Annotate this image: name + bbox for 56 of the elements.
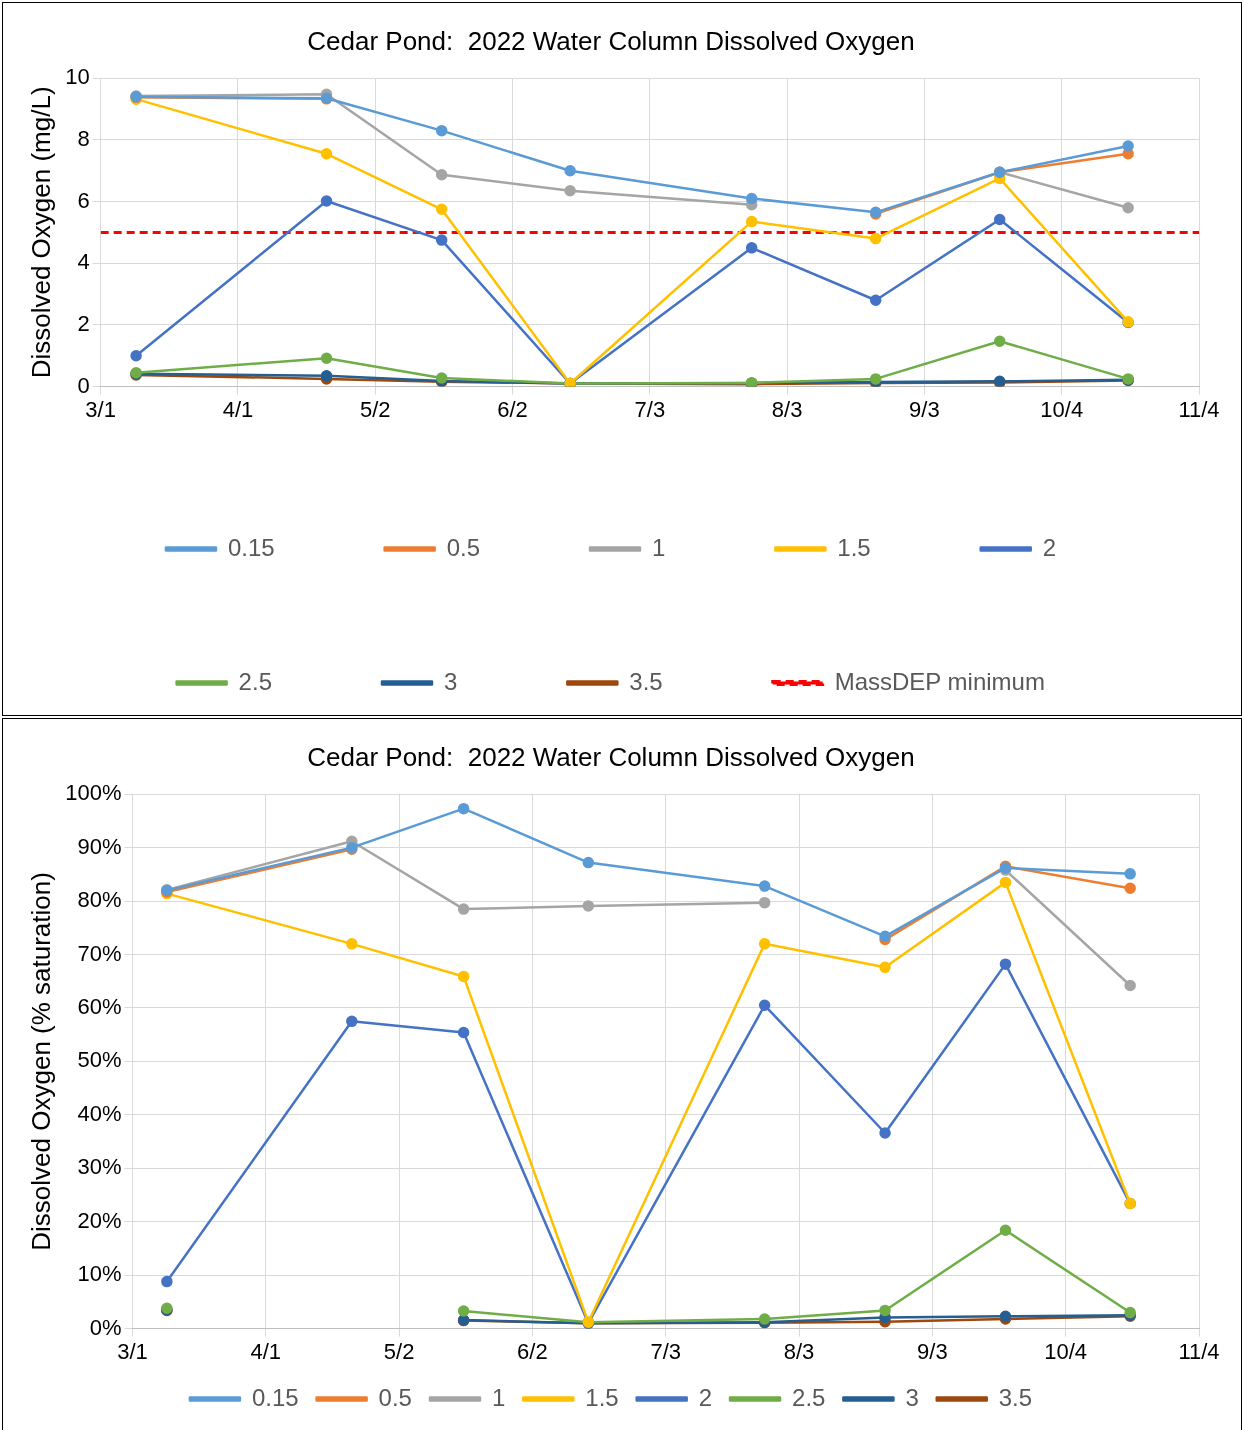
legend-label: 1 [652,533,666,561]
x-tick-label: 6/2 [497,396,528,422]
legend-label: 3.5 [629,667,663,695]
chart-title: Cedar Pond: 2022 Water Column Dissolved Oxygen [307,25,915,56]
legend-label: 1 [491,1383,506,1411]
legend-label: 1.5 [837,533,871,561]
x-tick-label: 6/2 [517,1338,548,1364]
x-tick-label: 11/4 [1178,1338,1220,1364]
x-tick-label: 7/3 [634,396,666,422]
y-tick-label: 80% [77,887,122,913]
y-tick-label: 8 [77,125,90,151]
y-tick-label: 60% [77,994,122,1020]
x-tick-label: 9/3 [917,1338,948,1364]
x-tick-label: 10/4 [1044,1338,1088,1364]
x-tick-label: 5/2 [383,1338,415,1364]
x-tick-label: 8/3 [783,1338,815,1364]
y-axis-title: Dissolved Oxygen (% saturation) [25,872,56,1251]
y-tick-label: 90% [77,833,122,859]
y-tick-label: 2 [77,310,90,336]
y-tick-label: 10 [65,64,90,90]
legend-label: 2 [698,1383,713,1411]
x-tick-label: 10/4 [1040,396,1084,422]
x-tick-label: 9/3 [909,396,940,422]
chart-title: Cedar Pond: 2022 Water Column Dissolved Oxygen [307,741,915,772]
y-tick-label: 100% [65,780,122,806]
x-tick-label: 11/4 [1178,396,1220,422]
y-tick-label: 6 [77,187,90,213]
legend-label: 2.5 [792,1383,826,1411]
y-tick-label: 0 [77,372,90,398]
y-tick-label: 40% [77,1100,122,1126]
y-tick-label: 0% [89,1314,122,1340]
legend-label: 0.5 [378,1383,412,1411]
y-tick-label: 20% [77,1207,122,1233]
x-tick-label: 3/1 [85,396,116,422]
legend-label: 0.15 [227,533,275,561]
legend-label: 0.15 [251,1383,299,1411]
y-tick-label: 70% [77,940,122,966]
y-tick-label: 10% [77,1261,122,1287]
x-tick-label: 7/3 [650,1338,682,1364]
y-tick-label: 50% [77,1047,122,1073]
legend-label: 3 [905,1383,919,1411]
y-tick-label: 4 [77,249,90,275]
legend-label: 2.5 [238,667,272,695]
x-tick-label: 5/2 [359,396,391,422]
legend-label: 0.5 [446,533,481,561]
legend-label: 2 [1042,533,1057,561]
legend-label: 1.5 [585,1383,619,1411]
y-tick-label: 30% [77,1154,122,1180]
legend-label: 3 [443,667,458,695]
x-tick-label: 8/3 [771,396,803,422]
x-tick-label: 4/1 [222,396,254,422]
x-tick-label: 3/1 [117,1338,148,1364]
legend-label: 3.5 [998,1383,1033,1411]
x-tick-label: 4/1 [250,1338,282,1364]
y-axis-title: Dissolved Oxygen (mg/L) [25,86,56,379]
legend-label: MassDEP minimum [834,667,1045,695]
